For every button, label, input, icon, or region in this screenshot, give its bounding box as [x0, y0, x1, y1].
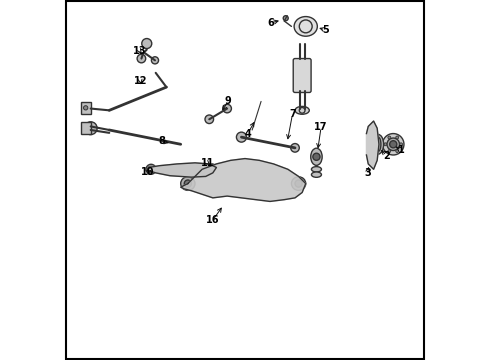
Circle shape — [142, 39, 152, 49]
Text: 10: 10 — [141, 167, 154, 177]
Text: 11: 11 — [201, 158, 214, 168]
Circle shape — [283, 16, 288, 21]
Text: 2: 2 — [384, 151, 390, 161]
Circle shape — [151, 57, 159, 64]
Circle shape — [137, 54, 146, 63]
Circle shape — [84, 122, 97, 135]
Circle shape — [388, 136, 391, 139]
Text: 6: 6 — [268, 18, 274, 28]
Text: 12: 12 — [134, 76, 147, 86]
Ellipse shape — [387, 138, 399, 150]
Circle shape — [205, 115, 214, 123]
Circle shape — [291, 144, 299, 152]
Circle shape — [237, 132, 246, 142]
Circle shape — [388, 150, 391, 153]
Circle shape — [295, 180, 302, 187]
Text: 5: 5 — [322, 25, 329, 35]
Circle shape — [184, 180, 192, 187]
Ellipse shape — [383, 134, 404, 155]
Bar — [81, 122, 91, 134]
Text: 7: 7 — [289, 109, 296, 119]
Text: 16: 16 — [206, 215, 220, 225]
Text: 17: 17 — [315, 122, 328, 132]
Circle shape — [384, 143, 387, 146]
Ellipse shape — [292, 177, 306, 190]
Ellipse shape — [294, 17, 318, 36]
Circle shape — [83, 106, 88, 110]
Ellipse shape — [181, 177, 195, 190]
Text: 3: 3 — [364, 168, 371, 178]
Polygon shape — [147, 163, 217, 177]
Ellipse shape — [311, 148, 322, 165]
FancyBboxPatch shape — [293, 59, 311, 93]
Circle shape — [223, 104, 231, 113]
Polygon shape — [367, 121, 379, 169]
Text: 1: 1 — [398, 145, 405, 156]
Circle shape — [390, 141, 397, 148]
Ellipse shape — [375, 137, 381, 152]
Ellipse shape — [146, 164, 156, 174]
Ellipse shape — [312, 167, 321, 172]
Polygon shape — [181, 158, 306, 202]
Text: 8: 8 — [159, 136, 166, 147]
Text: 9: 9 — [225, 96, 232, 107]
Text: 4: 4 — [245, 129, 251, 139]
Circle shape — [210, 165, 214, 170]
Circle shape — [396, 136, 398, 139]
Ellipse shape — [295, 107, 309, 114]
Circle shape — [396, 150, 398, 153]
Ellipse shape — [312, 172, 321, 177]
Circle shape — [148, 166, 154, 172]
Text: 13: 13 — [133, 46, 147, 56]
Circle shape — [400, 143, 402, 146]
Circle shape — [313, 153, 320, 160]
Ellipse shape — [209, 164, 216, 171]
Bar — [81, 102, 91, 114]
Ellipse shape — [373, 134, 384, 154]
